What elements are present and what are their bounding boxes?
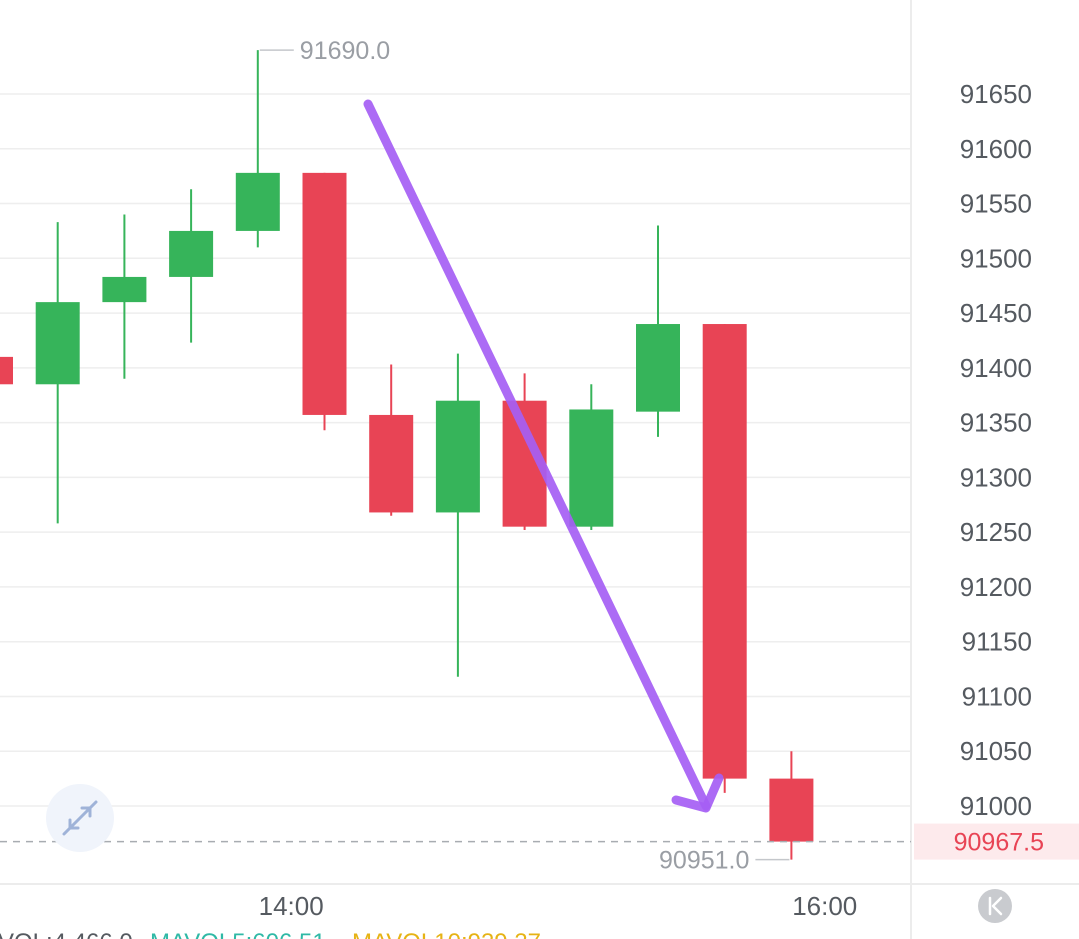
y-tick-label: 91350: [960, 408, 1032, 438]
candle-body: [302, 172, 347, 415]
grid-lines: [0, 93, 911, 807]
candle-down: [702, 324, 747, 793]
arrow-shaft: [363, 99, 711, 811]
x-tick-label: 14:00: [259, 891, 324, 921]
y-tick-label: 91150: [962, 627, 1032, 657]
y-tick-label: 91550: [960, 189, 1032, 219]
candle-up: [102, 214, 147, 379]
annotation-arrow: [363, 99, 724, 813]
candle-down: [369, 364, 414, 516]
scroll-to-latest-icon[interactable]: [978, 889, 1012, 923]
candle-up: [169, 189, 214, 343]
y-tick-label: 91250: [960, 517, 1032, 547]
y-tick-label: 91600: [960, 134, 1032, 164]
expand-arrows-icon[interactable]: [46, 784, 114, 852]
candle-body: [102, 276, 147, 303]
y-tick-label: 91400: [960, 353, 1032, 383]
candle-up: [636, 225, 680, 437]
y-tick-label: 91200: [960, 572, 1032, 602]
candle-body: [702, 324, 747, 779]
x-tick-label: 16:00: [792, 891, 857, 921]
y-axis-labels: 91650 91600 91550 91500 91450 91400 91350 91300…: [960, 79, 1032, 821]
y-tick-label: 91500: [960, 243, 1032, 273]
candle-down: [0, 356, 13, 385]
current-price: 90967.5: [0, 823, 1079, 860]
candle-body: [235, 172, 280, 231]
y-tick-label: 91650: [960, 79, 1032, 109]
low-marker-label: 90951.0: [659, 847, 749, 875]
x-axis-labels: 14:00 16:00: [259, 891, 858, 921]
mavol10-label: MAVOL10:939.37: [352, 929, 541, 939]
candle-up: [35, 222, 80, 524]
candle-body: [0, 356, 13, 385]
candle-body: [435, 400, 480, 513]
y-tick-label: 91100: [962, 681, 1032, 711]
current-price-tag: [914, 823, 1079, 860]
candle-up: [569, 384, 614, 530]
y-tick-label: 91000: [960, 791, 1032, 821]
candle-down: [302, 172, 347, 431]
current-price-label: 90967.5: [954, 829, 1044, 857]
extreme-markers: 91690.0 90951.0: [259, 37, 790, 875]
candles: [0, 50, 814, 860]
y-tick-label: 91050: [960, 736, 1032, 766]
mavol5-label: MAVOL5:606.51: [150, 929, 326, 939]
candle-body: [169, 230, 214, 277]
candle-down: [769, 751, 814, 860]
vol-label: VOL:4,466.0: [0, 929, 133, 939]
arrow-head: [671, 773, 724, 813]
y-tick-label: 91300: [960, 462, 1032, 492]
candle-body: [636, 324, 680, 412]
candle-up: [435, 353, 480, 677]
candle-body: [569, 409, 614, 527]
candle-body: [769, 778, 814, 842]
candle-body: [369, 414, 414, 513]
candle-body: [35, 302, 80, 385]
y-tick-label: 91450: [960, 298, 1032, 328]
candle-up: [235, 50, 280, 248]
high-marker-label: 91690.0: [300, 37, 390, 65]
